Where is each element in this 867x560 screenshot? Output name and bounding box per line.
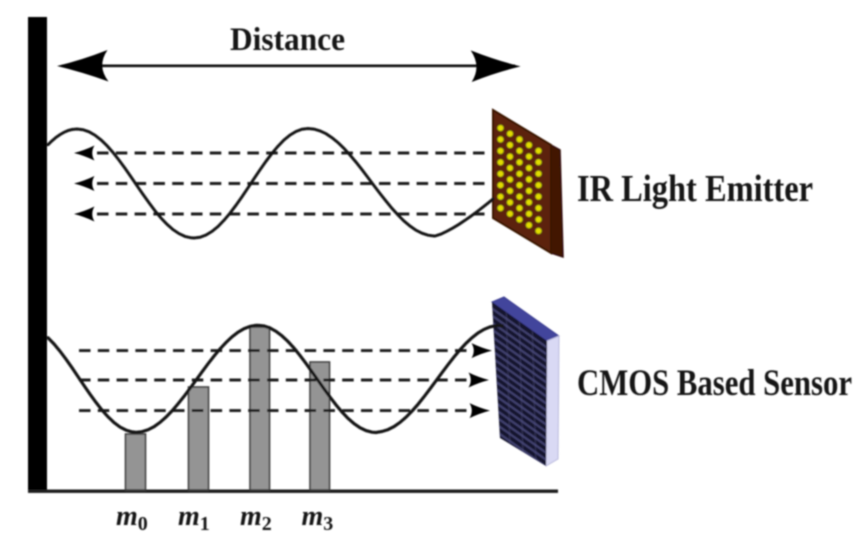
svg-text:Distance: Distance bbox=[230, 22, 345, 58]
svg-text:m0: m0 bbox=[116, 501, 148, 535]
svg-text:CMOS Based Sensor: CMOS Based Sensor bbox=[577, 363, 852, 404]
svg-text:IR Light Emitter: IR Light Emitter bbox=[577, 168, 813, 210]
